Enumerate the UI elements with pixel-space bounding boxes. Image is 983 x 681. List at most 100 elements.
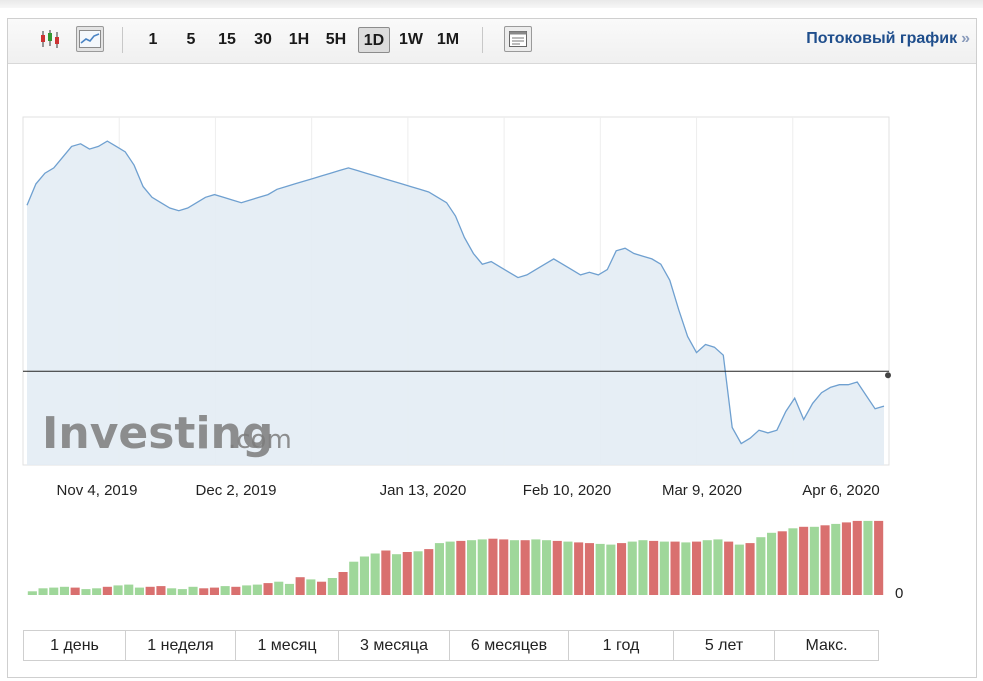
period-1-month[interactable]: 1 месяц: [236, 631, 339, 660]
volume-bar: [252, 584, 262, 595]
volume-bar: [242, 585, 252, 595]
x-tick-label: Dec 2, 2019: [196, 482, 277, 499]
x-tick-label: Apr 6, 2020: [802, 482, 880, 499]
volume-bar: [392, 554, 402, 595]
volume-bar: [467, 540, 477, 595]
volume-bar: [659, 541, 669, 595]
volume-bar: [745, 543, 755, 595]
volume-bar: [359, 556, 369, 595]
volume-bar: [863, 520, 873, 595]
line-chart-icon: [79, 30, 101, 48]
period-max[interactable]: Макс.: [775, 631, 878, 660]
volume-bar: [563, 541, 573, 595]
volume-bar: [92, 588, 102, 595]
period-5-years[interactable]: 5 лет: [674, 631, 775, 660]
streaming-chart-link[interactable]: Потоковый график»: [806, 30, 970, 48]
volume-bar: [327, 578, 337, 595]
period-3-months[interactable]: 3 месяца: [339, 631, 450, 660]
volume-bar: [681, 542, 691, 595]
volume-bar: [670, 541, 680, 595]
volume-bar: [531, 539, 541, 595]
volume-bar: [445, 541, 455, 595]
timeframe-1d[interactable]: 1D: [358, 27, 390, 53]
volume-bar: [295, 577, 305, 595]
volume-bar: [349, 561, 359, 595]
period-6-months[interactable]: 6 месяцев: [450, 631, 569, 660]
timeframe-1h[interactable]: 1H: [288, 31, 310, 48]
volume-bar: [456, 540, 466, 595]
volume-bar: [809, 526, 819, 595]
chart-toolbar: 1 5 15 30 1H 5H 1D 1W 1M Потоковый графи…: [8, 19, 976, 64]
volume-bar: [209, 587, 219, 595]
watermark-suffix: .com: [228, 425, 292, 455]
timeframe-5[interactable]: 5: [186, 31, 196, 48]
volume-bar: [81, 589, 91, 595]
volume-bar: [220, 586, 230, 595]
volume-bar: [552, 540, 562, 595]
volume-bar: [874, 520, 884, 595]
price-line: [26, 140, 885, 445]
top-border: [0, 0, 983, 8]
volume-bar: [638, 540, 648, 595]
line-chart-button[interactable]: [76, 26, 104, 52]
volume-bar: [27, 591, 37, 595]
volume-bar: [381, 550, 391, 595]
volume-bar: [767, 532, 777, 595]
volume-bar: [509, 540, 519, 595]
candlestick-chart-icon: [41, 30, 59, 48]
volume-bar: [338, 572, 348, 595]
volume-bar: [145, 586, 155, 595]
volume-bar: [413, 551, 423, 595]
volume-bar: [627, 541, 637, 595]
volume-bar: [820, 525, 830, 595]
x-tick-label: Mar 9, 2020: [662, 482, 742, 499]
timeframe-15[interactable]: 15: [218, 31, 236, 48]
volume-bar: [38, 588, 48, 595]
volume-bar: [59, 586, 69, 595]
volume-bar: [520, 540, 530, 595]
volume-bar: [488, 538, 498, 595]
volume-bar: [284, 583, 294, 595]
volume-bar: [306, 579, 316, 595]
volume-bar: [317, 581, 327, 595]
table-view-button[interactable]: [504, 26, 532, 52]
volume-bar: [124, 584, 134, 595]
candlestick-chart-button[interactable]: [36, 26, 64, 52]
volume-bar: [70, 587, 80, 595]
volume-bar: [477, 539, 487, 595]
timeframe-1w[interactable]: 1W: [399, 31, 423, 48]
period-1-week[interactable]: 1 неделя: [126, 631, 236, 660]
timeframe-1[interactable]: 1: [148, 31, 158, 48]
table-view-icon: [509, 31, 527, 47]
x-tick-label: Jan 13, 2020: [380, 482, 467, 499]
volume-bar: [188, 586, 198, 595]
volume-bar: [617, 543, 627, 595]
volume-bar: [788, 528, 798, 595]
period-1-day[interactable]: 1 день: [24, 631, 126, 660]
volume-bar: [542, 540, 552, 595]
timeframe-1m[interactable]: 1M: [436, 31, 460, 48]
volume-bar: [831, 523, 841, 595]
double-chevron-right-icon: »: [961, 30, 970, 47]
volume-bar: [263, 583, 273, 595]
volume-bar: [231, 586, 241, 595]
streaming-chart-label: Потоковый график: [806, 30, 958, 47]
volume-zero-label: 0: [895, 585, 903, 602]
volume-bar: [606, 544, 616, 595]
timeframe-30[interactable]: 30: [254, 31, 272, 48]
volume-bar: [167, 588, 177, 595]
timeframe-5h[interactable]: 5H: [325, 31, 347, 48]
toolbar-separator: [122, 27, 123, 53]
x-axis-labels: Nov 4, 2019 Dec 2, 2019 Jan 13, 2020 Feb 10…: [57, 482, 880, 499]
volume-bar: [756, 537, 766, 595]
last-price-marker: [885, 372, 891, 379]
volume-bar: [595, 543, 605, 595]
volume-bar: [777, 531, 787, 595]
volume-bar: [713, 539, 723, 595]
volume-bar: [841, 522, 851, 595]
period-1-year[interactable]: 1 год: [569, 631, 674, 660]
volume-bar: [134, 587, 144, 595]
volume-bar: [799, 526, 809, 595]
volume-bars: [27, 520, 884, 595]
